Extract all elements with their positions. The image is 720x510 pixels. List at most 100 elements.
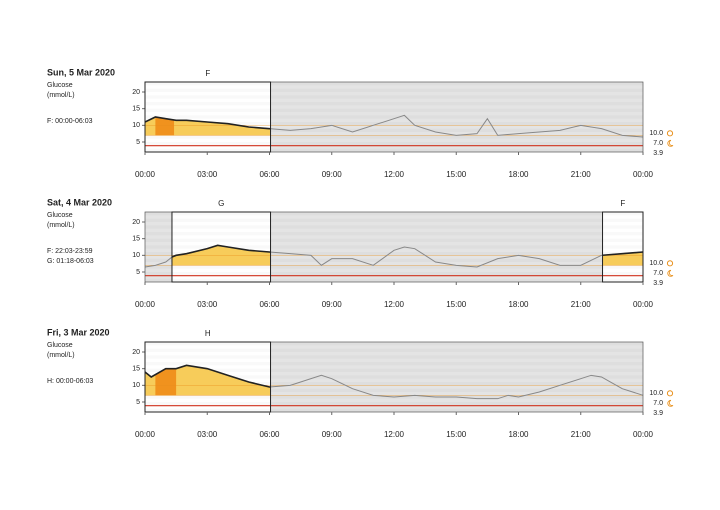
icon-sun <box>666 260 674 267</box>
threshold-label: 10.0 <box>649 260 663 267</box>
segment-label: H <box>205 329 211 338</box>
icon-sun <box>666 390 674 397</box>
y-tick-label: 10 <box>132 382 140 389</box>
y-tick-label: 15 <box>132 106 140 113</box>
glucose-line <box>145 116 271 130</box>
band <box>145 102 643 105</box>
x-tick-label: 09:00 <box>322 170 343 179</box>
y-tick-label: 15 <box>132 366 140 373</box>
x-tick-label: 00:00 <box>633 430 654 439</box>
threshold-label: 7.0 <box>653 270 663 277</box>
date-title: Sat, 4 Mar 2020 <box>47 197 112 207</box>
highlight-area <box>155 117 175 136</box>
x-tick-label: 18:00 <box>508 170 529 179</box>
x-tick-label: 15:00 <box>446 300 467 309</box>
y-unit: (mmol/L) <box>47 352 75 359</box>
x-tick-label: 21:00 <box>571 170 592 179</box>
band <box>145 95 643 98</box>
band <box>145 142 643 145</box>
icon-moon <box>667 269 674 277</box>
band <box>145 109 643 112</box>
y-tick-label: 10 <box>132 122 140 129</box>
band <box>145 232 643 235</box>
segment <box>602 212 643 282</box>
y-tick-label: 20 <box>132 219 140 226</box>
icon-moon <box>667 399 674 407</box>
y-tick-label: 15 <box>132 236 140 243</box>
threshold-label: 3.9 <box>653 150 663 157</box>
segment-frame <box>171 211 272 283</box>
x-tick-label: 09:00 <box>322 300 343 309</box>
period-label: G: 01:18-06:03 <box>47 258 94 265</box>
band <box>145 355 643 358</box>
threshold-label: 7.0 <box>653 140 663 147</box>
segment-frame <box>144 341 272 413</box>
segment-label: G <box>218 199 224 208</box>
threshold-label: 3.9 <box>653 410 663 417</box>
x-tick-label: 06:00 <box>259 170 280 179</box>
x-tick-label: 00:00 <box>633 170 654 179</box>
x-tick-label: 03:00 <box>197 430 218 439</box>
y-label: Glucose <box>47 342 73 349</box>
band <box>145 89 643 92</box>
y-tick-label: 10 <box>132 252 140 259</box>
threshold-label: 10.0 <box>649 130 663 137</box>
band <box>145 402 643 405</box>
y-tick-label: 20 <box>132 89 140 96</box>
x-tick-label: 06:00 <box>259 300 280 309</box>
band <box>145 349 643 352</box>
x-tick-label: 06:00 <box>259 430 280 439</box>
x-tick-label: 15:00 <box>446 170 467 179</box>
period-label: H: 00:00-06:03 <box>47 378 93 385</box>
band <box>145 135 643 138</box>
x-tick-label: 15:00 <box>446 430 467 439</box>
x-tick-label: 00:00 <box>135 430 156 439</box>
highlight-area <box>155 368 177 396</box>
threshold-label: 10.0 <box>649 390 663 397</box>
x-tick-label: 18:00 <box>508 300 529 309</box>
x-tick-label: 12:00 <box>384 170 405 179</box>
band <box>145 272 643 275</box>
y-tick-label: 20 <box>132 349 140 356</box>
y-label: Glucose <box>47 212 73 219</box>
x-tick-label: 00:00 <box>633 300 654 309</box>
segment <box>145 82 271 152</box>
date-title: Sun, 5 Mar 2020 <box>47 67 115 77</box>
band <box>145 219 643 222</box>
y-tick-label: 5 <box>136 269 140 276</box>
y-label: Glucose <box>47 82 73 89</box>
icon-moon <box>667 139 674 147</box>
icon-sun <box>666 130 674 137</box>
x-tick-label: 09:00 <box>322 430 343 439</box>
x-tick-label: 12:00 <box>384 300 405 309</box>
y-unit: (mmol/L) <box>47 92 75 99</box>
segment-label: F <box>205 69 210 78</box>
x-tick-label: 00:00 <box>135 170 156 179</box>
x-tick-label: 21:00 <box>571 300 592 309</box>
x-tick-label: 21:00 <box>571 430 592 439</box>
threshold-label: 3.9 <box>653 280 663 287</box>
y-tick-label: 5 <box>136 399 140 406</box>
band <box>145 362 643 365</box>
y-tick-label: 5 <box>136 139 140 146</box>
glucose-area <box>145 365 271 396</box>
period-label: F: 22:03-23:59 <box>47 248 93 255</box>
x-tick-label: 18:00 <box>508 430 529 439</box>
period-label: F: 00:00-06:03 <box>47 118 93 125</box>
x-tick-label: 00:00 <box>135 300 156 309</box>
segment-frame <box>144 81 272 153</box>
date-title: Fri, 3 Mar 2020 <box>47 327 110 337</box>
glucose-line <box>145 364 271 388</box>
band <box>145 225 643 228</box>
x-tick-label: 03:00 <box>197 300 218 309</box>
threshold-label: 7.0 <box>653 400 663 407</box>
segment-frame <box>602 211 644 283</box>
x-tick-label: 03:00 <box>197 170 218 179</box>
x-tick-label: 12:00 <box>384 430 405 439</box>
y-unit: (mmol/L) <box>47 222 75 229</box>
segment-label: F <box>620 199 625 208</box>
band <box>145 369 643 372</box>
glucose-area <box>145 117 271 136</box>
band <box>145 239 643 242</box>
